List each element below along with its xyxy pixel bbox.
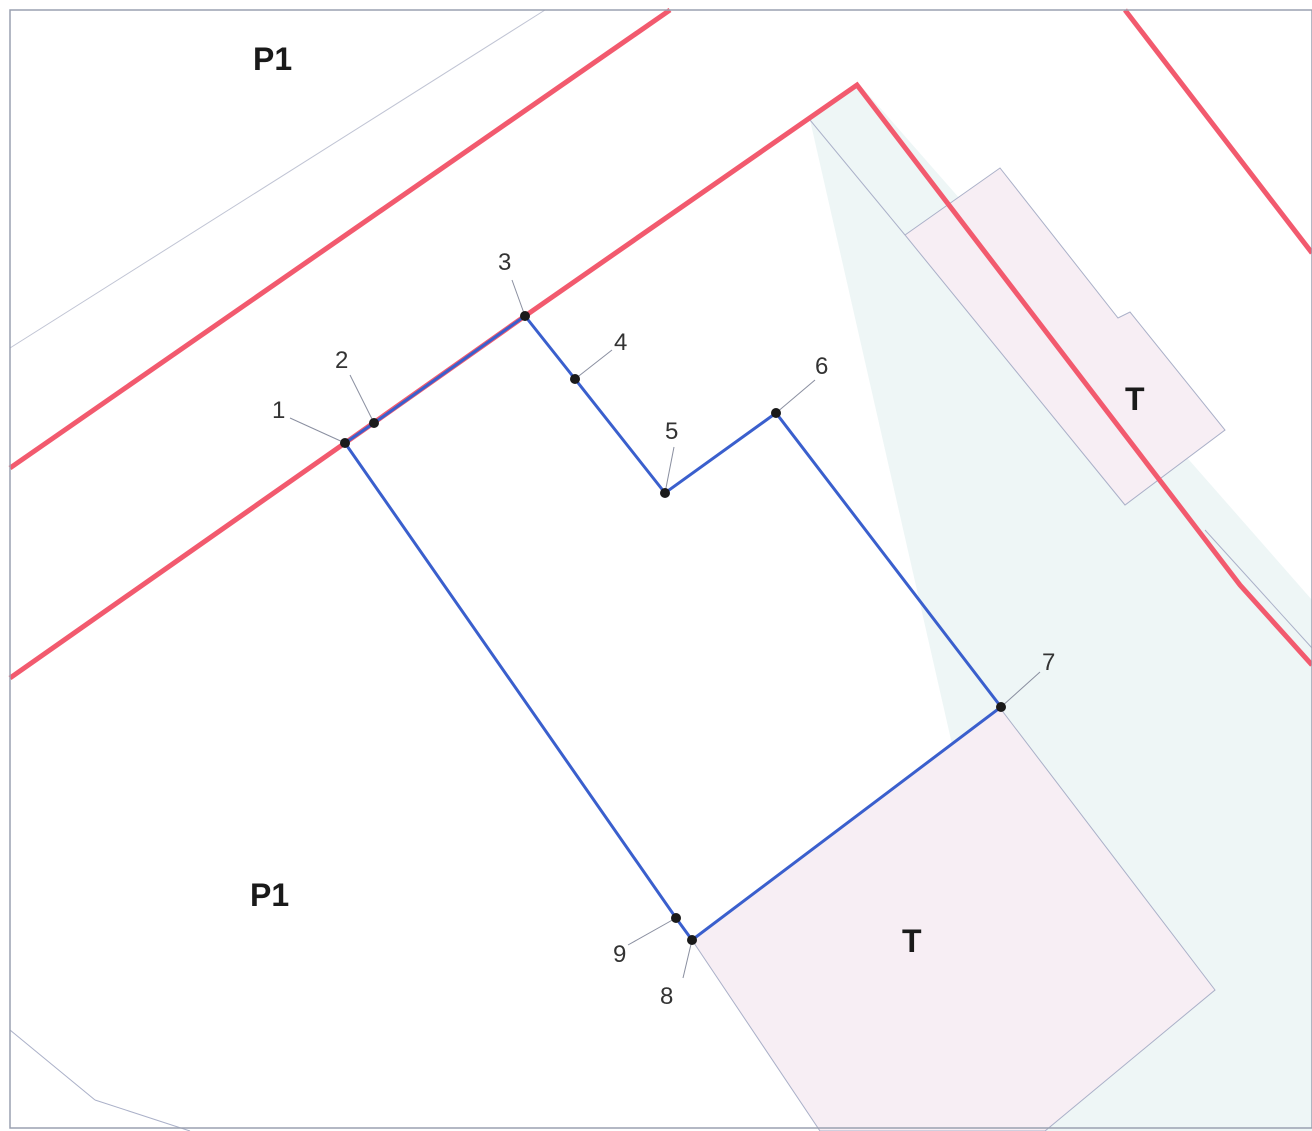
point-label-5: 5 xyxy=(665,418,678,445)
point-label-8: 8 xyxy=(660,983,673,1010)
vertices xyxy=(340,311,1006,945)
light-area-right xyxy=(810,85,1312,1131)
zone-label-p1-top: P1 xyxy=(253,41,292,77)
zone-boundary-middle xyxy=(8,81,1312,681)
zone-label-t-right: T xyxy=(1125,381,1145,417)
vertex-3 xyxy=(520,311,530,321)
zone-label-t-bottom: T xyxy=(902,923,922,959)
point-label-3: 3 xyxy=(498,249,511,276)
point-label-9: 9 xyxy=(613,941,626,968)
vertex-2 xyxy=(369,418,379,428)
vertex-6 xyxy=(771,408,781,418)
point-label-2: 2 xyxy=(335,347,348,374)
thin-line-bottom-left-2 xyxy=(94,1099,191,1131)
point-label-7: 7 xyxy=(1042,649,1055,676)
point-label-1: 1 xyxy=(272,397,285,424)
thin-line-right-edge xyxy=(809,119,906,236)
vertex-9 xyxy=(671,913,681,923)
zone-boundary-right xyxy=(1123,8,1312,255)
thin-line-bottom-left xyxy=(9,1029,96,1101)
vertex-1 xyxy=(340,438,350,448)
thin-line-lower-right xyxy=(1204,529,1312,649)
map-frame xyxy=(9,9,1312,1129)
zone-boundary-upper xyxy=(8,7,672,471)
thin-line-top-left xyxy=(9,9,546,349)
vertex-4 xyxy=(570,374,580,384)
vertex-8 xyxy=(687,935,697,945)
parcel-boundary xyxy=(342,313,1004,943)
vertex-5 xyxy=(660,488,670,498)
zone-label-p1-bottom: P1 xyxy=(250,877,289,913)
point-label-4: 4 xyxy=(614,329,627,356)
vertex-7 xyxy=(996,702,1006,712)
point-label-6: 6 xyxy=(815,353,828,380)
leader-lines xyxy=(289,279,1041,979)
